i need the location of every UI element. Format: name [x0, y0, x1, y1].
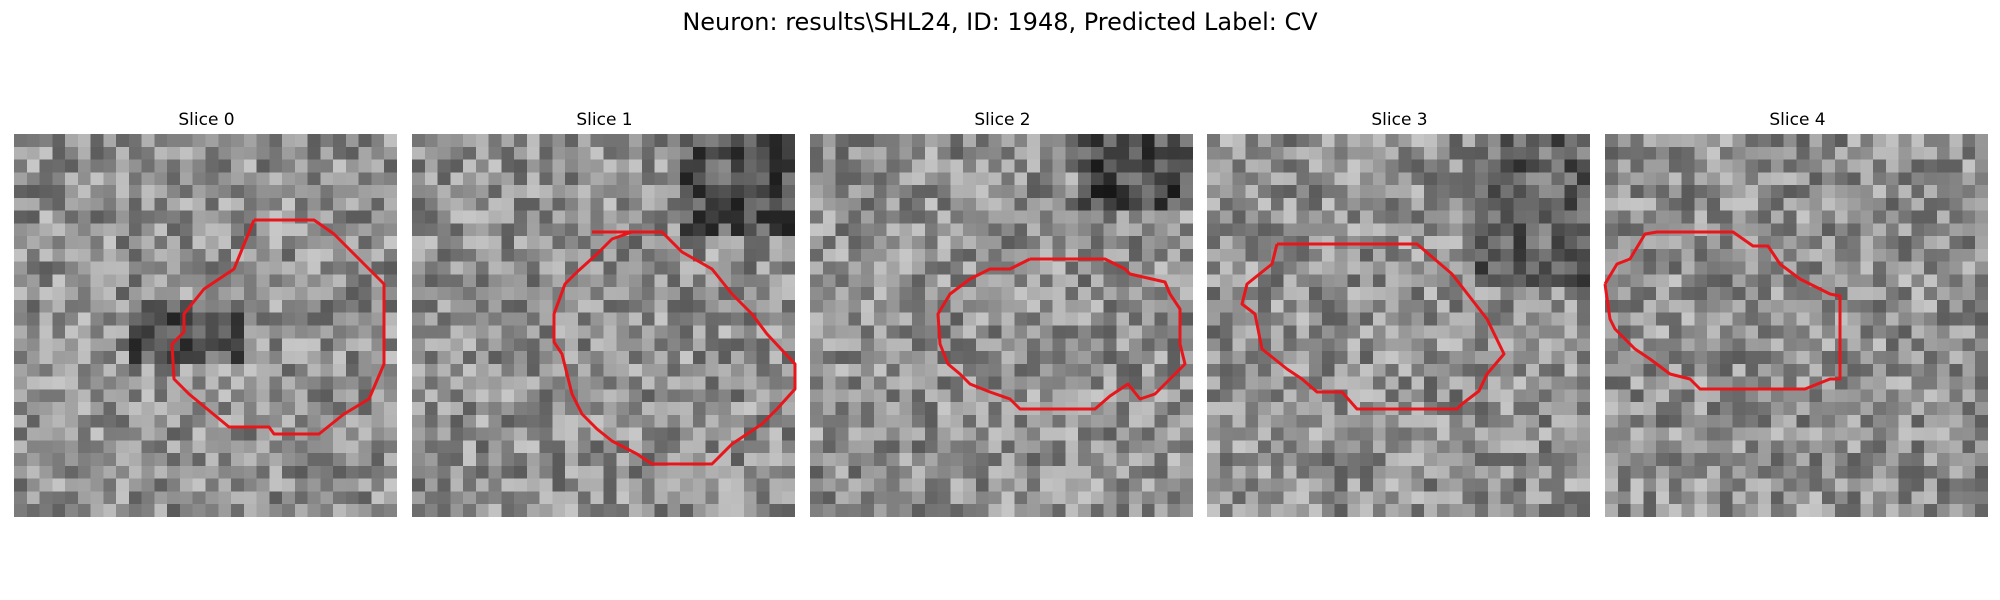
- roi-contour: [1240, 242, 1506, 411]
- roi-contour: [1603, 230, 1842, 391]
- slice-panel-1: Slice 1: [412, 108, 797, 517]
- slice-image: [1207, 134, 1590, 517]
- slice-panel-4: Slice 4: [1603, 108, 1990, 517]
- slice-title: Slice 2: [974, 110, 1031, 130]
- roi-contour: [170, 218, 386, 436]
- slice-title: Slice 3: [1371, 110, 1428, 130]
- roi-contour: [936, 257, 1187, 411]
- slice-panel-2: Slice 2: [810, 108, 1195, 517]
- slice-title: Slice 4: [1769, 110, 1826, 130]
- slice-panel-0: Slice 0: [14, 108, 399, 517]
- roi-contour: [552, 230, 797, 466]
- slice-image: [14, 134, 397, 517]
- slice-image: [1605, 134, 1988, 517]
- slice-image: [810, 134, 1193, 517]
- slice-panel-3: Slice 3: [1207, 108, 1592, 517]
- slice-image: [412, 134, 795, 517]
- figure-title: Neuron: results\SHL24, ID: 1948, Predict…: [682, 8, 1318, 36]
- slice-title: Slice 0: [178, 110, 235, 130]
- slice-title: Slice 1: [576, 110, 633, 130]
